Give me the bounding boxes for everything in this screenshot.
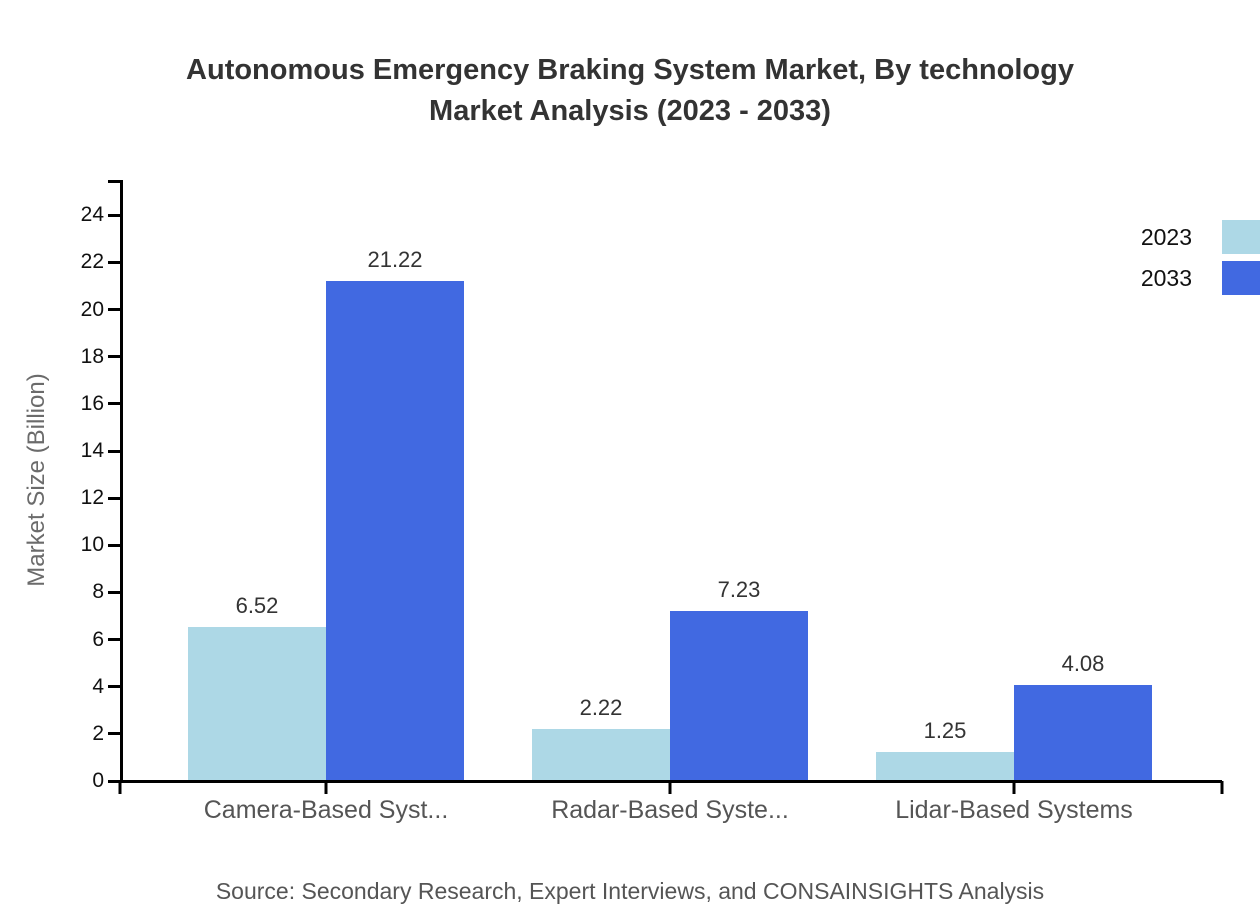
chart-title-line1: Autonomous Emergency Braking System Mark… — [186, 54, 1074, 86]
y-tick-14 — [108, 449, 120, 453]
y-tick-16 — [108, 402, 120, 406]
y-axis-top-cap — [108, 180, 120, 183]
bar-value-label-2033-1: 7.23 — [717, 576, 761, 602]
bar-value-label-2023-1: 2.22 — [579, 694, 623, 720]
y-tick-22 — [108, 260, 120, 264]
x-axis-end-tick — [1220, 781, 1224, 794]
y-tick-8 — [108, 590, 120, 594]
plot-area: 0 2 4 6 8 10 12 14 16 18 20 22 24 6.52 21.22 Camera-Bas… — [81, 180, 1224, 824]
legend-label-2023: 2023 — [1140, 223, 1192, 250]
y-tick-label-0: 0 — [92, 769, 104, 792]
bar-2033-0 — [326, 280, 464, 781]
bar-value-label-2033-2: 4.08 — [1061, 650, 1105, 676]
y-tick-12 — [108, 496, 120, 500]
x-tick-1 — [668, 781, 672, 794]
y-tick-label-18: 18 — [80, 344, 104, 368]
legend-swatch-2023 — [1222, 220, 1260, 254]
bar-2033-1 — [670, 610, 808, 781]
source-attribution: Source: Secondary Research, Expert Inter… — [215, 878, 1045, 904]
y-tick-20 — [108, 308, 120, 312]
y-tick-label-12: 12 — [80, 486, 104, 510]
category-label-1: Radar-Based Syste... — [551, 796, 789, 824]
y-tick-0 — [108, 779, 120, 783]
bar-value-label-2033-0: 21.22 — [367, 246, 423, 272]
legend: 2023 2033 — [1141, 220, 1260, 295]
y-tick-label-22: 22 — [80, 250, 104, 274]
y-tick-label-6: 6 — [92, 627, 104, 651]
chart-title-line2: Market Analysis (2023 - 2033) — [429, 95, 831, 127]
y-tick-label-10: 10 — [80, 533, 104, 557]
y-tick-label-20: 20 — [80, 297, 104, 321]
bar-2023-2 — [876, 751, 1014, 781]
category-label-0: Camera-Based Syst... — [203, 796, 449, 824]
chart-title: Autonomous Emergency Braking System Mark… — [0, 50, 1260, 132]
y-tick-6 — [108, 638, 120, 642]
legend-label-2033: 2033 — [1140, 264, 1192, 291]
y-tick-label-8: 8 — [92, 580, 104, 604]
y-tick-4 — [108, 685, 120, 689]
y-tick-label-24: 24 — [80, 203, 104, 227]
x-tick-0 — [324, 781, 328, 794]
legend-swatch-2033 — [1222, 261, 1260, 295]
bar-2023-1 — [532, 728, 670, 781]
bar-2033-2 — [1014, 684, 1152, 781]
y-tick-label-16: 16 — [80, 391, 104, 415]
y-tick-10 — [108, 543, 120, 547]
legend-item-2023: 2023 — [1141, 220, 1260, 254]
category-label-2: Lidar-Based Systems — [895, 796, 1133, 824]
x-axis-corner-tick — [118, 781, 122, 794]
y-tick-label-4: 4 — [92, 674, 104, 698]
x-tick-2 — [1012, 781, 1016, 794]
y-tick-2 — [108, 732, 120, 736]
legend-item-2033: 2033 — [1141, 261, 1260, 295]
y-tick-18 — [108, 355, 120, 359]
y-tick-label-2: 2 — [92, 721, 104, 745]
bar-2023-0 — [188, 627, 326, 781]
y-tick-24 — [108, 213, 120, 217]
bar-value-label-2023-0: 6.52 — [235, 593, 279, 619]
bar-value-label-2023-2: 1.25 — [923, 717, 967, 743]
y-axis-line — [120, 180, 123, 783]
y-tick-label-14: 14 — [80, 439, 104, 463]
